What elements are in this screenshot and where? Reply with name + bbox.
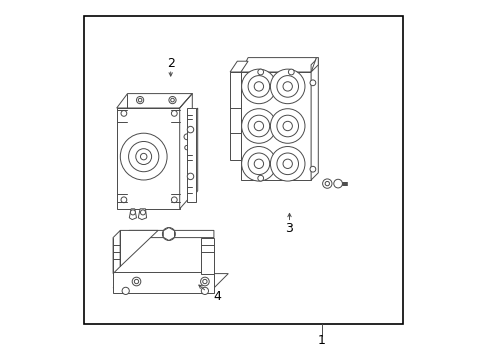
Circle shape bbox=[162, 228, 175, 240]
Circle shape bbox=[241, 69, 276, 104]
Bar bbox=[186, 108, 196, 202]
Polygon shape bbox=[241, 58, 316, 72]
Circle shape bbox=[247, 115, 269, 137]
Circle shape bbox=[257, 175, 263, 181]
Circle shape bbox=[241, 109, 276, 143]
Circle shape bbox=[171, 197, 177, 203]
Circle shape bbox=[140, 210, 145, 215]
Polygon shape bbox=[201, 238, 213, 274]
Circle shape bbox=[257, 69, 263, 75]
Polygon shape bbox=[230, 72, 241, 160]
Circle shape bbox=[283, 121, 292, 131]
Circle shape bbox=[122, 287, 129, 294]
Polygon shape bbox=[230, 61, 247, 72]
Circle shape bbox=[203, 279, 206, 284]
Text: 3: 3 bbox=[285, 222, 293, 235]
Circle shape bbox=[165, 230, 172, 238]
Circle shape bbox=[130, 210, 135, 215]
Circle shape bbox=[132, 277, 141, 286]
Circle shape bbox=[309, 166, 315, 172]
Circle shape bbox=[283, 82, 292, 91]
Bar bbox=[84, 16, 402, 324]
Polygon shape bbox=[120, 230, 158, 266]
Bar bbox=[113, 272, 213, 293]
Circle shape bbox=[276, 115, 298, 137]
Polygon shape bbox=[117, 94, 192, 108]
Circle shape bbox=[201, 287, 208, 294]
Polygon shape bbox=[120, 230, 213, 238]
Circle shape bbox=[276, 76, 298, 97]
Circle shape bbox=[325, 181, 329, 186]
Circle shape bbox=[168, 96, 176, 104]
Circle shape bbox=[333, 179, 342, 188]
Circle shape bbox=[254, 121, 263, 131]
Circle shape bbox=[183, 134, 189, 140]
Polygon shape bbox=[113, 274, 228, 288]
Circle shape bbox=[276, 153, 298, 175]
Circle shape bbox=[241, 147, 276, 181]
Circle shape bbox=[187, 173, 193, 180]
Circle shape bbox=[247, 153, 269, 175]
Circle shape bbox=[254, 82, 263, 91]
Circle shape bbox=[309, 80, 315, 86]
Text: 4: 4 bbox=[213, 291, 221, 303]
Circle shape bbox=[140, 153, 146, 160]
Circle shape bbox=[171, 111, 177, 116]
Circle shape bbox=[170, 98, 174, 102]
Polygon shape bbox=[179, 94, 192, 209]
Circle shape bbox=[121, 111, 126, 116]
Circle shape bbox=[270, 147, 305, 181]
Circle shape bbox=[184, 145, 189, 150]
Polygon shape bbox=[113, 230, 120, 274]
Circle shape bbox=[134, 279, 139, 284]
Polygon shape bbox=[310, 58, 318, 72]
Polygon shape bbox=[129, 209, 136, 220]
Polygon shape bbox=[192, 108, 197, 198]
Circle shape bbox=[120, 133, 167, 180]
Text: 2: 2 bbox=[166, 57, 174, 69]
Polygon shape bbox=[310, 58, 318, 180]
Bar bbox=[241, 72, 310, 180]
Circle shape bbox=[136, 149, 151, 165]
Circle shape bbox=[270, 69, 305, 104]
Circle shape bbox=[247, 76, 269, 97]
Circle shape bbox=[187, 126, 193, 133]
Circle shape bbox=[138, 98, 142, 102]
Circle shape bbox=[200, 277, 209, 286]
Circle shape bbox=[136, 96, 143, 104]
Text: 1: 1 bbox=[317, 334, 325, 347]
Circle shape bbox=[283, 159, 292, 168]
Circle shape bbox=[121, 197, 126, 203]
Circle shape bbox=[322, 179, 331, 188]
Circle shape bbox=[270, 109, 305, 143]
Bar bbox=[117, 108, 179, 209]
Circle shape bbox=[254, 159, 263, 168]
Circle shape bbox=[128, 141, 159, 172]
Polygon shape bbox=[138, 209, 146, 220]
Circle shape bbox=[288, 69, 294, 75]
